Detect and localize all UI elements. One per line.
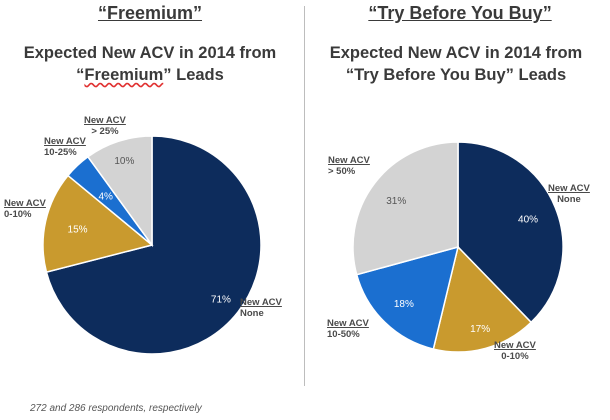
left-chart-title-line1: Expected New ACV in 2014 from bbox=[23, 44, 277, 62]
right-pie-value-label-1: 17% bbox=[470, 324, 490, 335]
right-pie-slice-2 bbox=[355, 245, 460, 350]
right-label-gt50: New ACV > 50% bbox=[328, 155, 370, 177]
right-chart-title-line1: Expected New ACV in 2014 from bbox=[329, 44, 583, 62]
right-chart-title-line2: “Try Before You Buy” Leads bbox=[345, 66, 567, 84]
right-pie-slice-1 bbox=[432, 245, 533, 353]
right-chart-title: Expected New ACV in 2014 from “Try Befor… bbox=[306, 42, 606, 86]
left-pie-slice-0 bbox=[45, 135, 262, 355]
right-panel-heading: “Try Before You Buy” bbox=[368, 3, 552, 23]
right-pie-value-label-3: 31% bbox=[386, 196, 406, 207]
left-title-quote-close: ” Leads bbox=[163, 66, 224, 84]
left-pie-value-label-1: 15% bbox=[68, 224, 88, 235]
footnote: 272 and 286 respondents, respectively bbox=[30, 403, 202, 414]
left-label-0-10: New ACV 0-10% bbox=[4, 198, 46, 220]
right-label-0-10: New ACV 0-10% bbox=[494, 340, 536, 362]
right-pie-value-label-0: 40% bbox=[518, 215, 538, 226]
left-pie-slice-1 bbox=[42, 174, 154, 274]
left-pie-value-label-0: 71% bbox=[211, 294, 231, 305]
left-pie-value-label-2: 4% bbox=[99, 192, 114, 203]
right-pie-slice-3 bbox=[352, 141, 459, 276]
left-panel-heading: “Freemium” bbox=[97, 3, 203, 23]
right-label-10-50: New ACV 10-50% bbox=[327, 318, 369, 340]
left-label-none: New ACV None bbox=[240, 297, 282, 319]
left-label-gt25: New ACV > 25% bbox=[84, 115, 126, 137]
left-pie-slice-3 bbox=[86, 135, 153, 248]
right-pie-slice-0 bbox=[457, 141, 564, 324]
left-chart-title-line2: “Freemium” Leads bbox=[0, 64, 300, 86]
panel-divider bbox=[304, 6, 305, 386]
right-label-none: New ACV None bbox=[548, 183, 590, 205]
left-chart-title: Expected New ACV in 2014 from “Freemium”… bbox=[0, 42, 300, 86]
right-pie-value-label-2: 18% bbox=[394, 299, 414, 310]
left-title-word: Freemium bbox=[84, 66, 164, 84]
left-title-quote-open: “ bbox=[76, 66, 85, 84]
left-label-10-25: New ACV 10-25% bbox=[44, 136, 86, 158]
left-pie-value-label-3: 10% bbox=[114, 156, 134, 167]
